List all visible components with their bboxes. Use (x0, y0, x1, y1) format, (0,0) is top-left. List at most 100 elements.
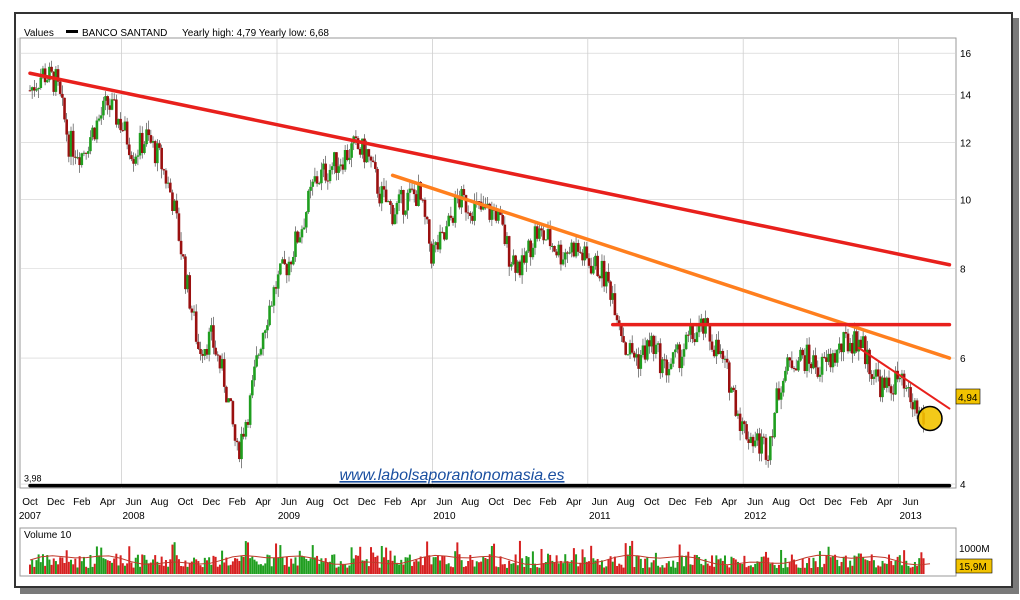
candle-body (212, 325, 215, 348)
volume-bar (218, 564, 221, 574)
candle-body (868, 349, 871, 375)
volume-bar (831, 556, 834, 574)
volume-bar (346, 567, 349, 574)
volume-bar (661, 565, 664, 574)
long-downtrend-line (28, 71, 952, 267)
volume-bar (505, 567, 508, 574)
candle-body (825, 357, 828, 362)
candle-body (859, 339, 863, 349)
volume-bar (693, 554, 696, 574)
candle-body (522, 255, 526, 263)
x-tick-label: Aug (151, 497, 169, 508)
candle-body (257, 354, 261, 356)
volume-bar (128, 546, 131, 574)
candle-body (574, 242, 578, 257)
volume-bar (540, 548, 543, 574)
volume-bar (432, 557, 435, 574)
volume-bar (115, 553, 118, 574)
candle-body (317, 183, 321, 185)
candle-body (624, 342, 627, 355)
volume-bar (471, 559, 474, 574)
volume-bar (812, 557, 815, 574)
volume-bar (216, 566, 219, 574)
volume-bar (717, 559, 720, 574)
candle-body (561, 259, 565, 265)
volume-bar (872, 560, 875, 574)
x-tick-label: Dec (669, 497, 687, 508)
volume-bar (715, 555, 718, 574)
volume-bar (341, 564, 344, 574)
volume-bar (210, 564, 213, 574)
volume-bar (354, 555, 357, 574)
volume-bar (547, 553, 549, 574)
volume-bar (108, 560, 111, 574)
volume-bar (842, 556, 845, 574)
candle-body (695, 332, 699, 343)
candle-body (913, 400, 917, 410)
candle-body (406, 192, 410, 211)
candle-body (807, 344, 811, 364)
volume-bar (309, 558, 312, 574)
volume-bar (395, 562, 398, 574)
volume-bar (600, 560, 603, 574)
candle-body (693, 339, 697, 343)
volume-bar (825, 555, 828, 574)
watermark[interactable]: www.labolsaporantonomasia.es (339, 467, 564, 484)
last-price: 4,94 (958, 393, 978, 404)
volume-bar (162, 565, 165, 574)
volume-bar (227, 565, 230, 574)
volume-bar (102, 558, 105, 574)
candle-body (173, 200, 176, 212)
candle-body (656, 343, 660, 345)
volume-bar (72, 564, 75, 574)
volume-bar (663, 567, 666, 574)
volume-bar (585, 561, 588, 574)
volume-bar (61, 557, 64, 574)
volume-bar (41, 554, 44, 574)
candle-body (563, 252, 567, 260)
volume-bar (542, 563, 545, 574)
candle-body (402, 189, 405, 215)
candle-body (671, 352, 675, 364)
volume-bar (417, 561, 420, 574)
candle-body (915, 400, 919, 414)
series-swatch (66, 30, 78, 33)
volume-bar (704, 558, 707, 574)
volume-bar (372, 552, 375, 574)
volume-bar (290, 558, 293, 574)
candle-body (389, 201, 392, 205)
candle-body (615, 315, 619, 321)
candle-body (203, 348, 207, 356)
candle-body (164, 170, 168, 184)
candle-body (829, 353, 833, 368)
candle-body (667, 369, 671, 376)
candle-body (117, 118, 120, 125)
volume-bar (847, 567, 850, 574)
volume-bar (117, 565, 120, 574)
volume-bar (113, 558, 116, 574)
candle-body (354, 136, 358, 139)
volume-bar (853, 555, 856, 574)
candle-body (557, 244, 561, 256)
volume-bar (741, 564, 744, 574)
candle-body (641, 345, 645, 355)
candle-body (69, 130, 73, 157)
candle-body (876, 369, 880, 377)
volume-bar (439, 560, 442, 574)
candle-body (736, 413, 740, 416)
candle-body (488, 203, 492, 220)
candle-body (296, 231, 299, 243)
candle-body (497, 209, 500, 221)
volume-scale: 1000M (959, 544, 990, 555)
candle-body (598, 276, 602, 279)
candle-body (643, 345, 647, 360)
candle-body (285, 264, 289, 276)
volume-bar (54, 561, 57, 574)
candle-body (546, 229, 550, 240)
candle-body (581, 252, 584, 261)
volume-bar (316, 555, 319, 574)
candle-body (449, 215, 453, 218)
volume-bar (253, 559, 256, 574)
volume-bar (456, 542, 459, 574)
candle-body (894, 370, 897, 395)
